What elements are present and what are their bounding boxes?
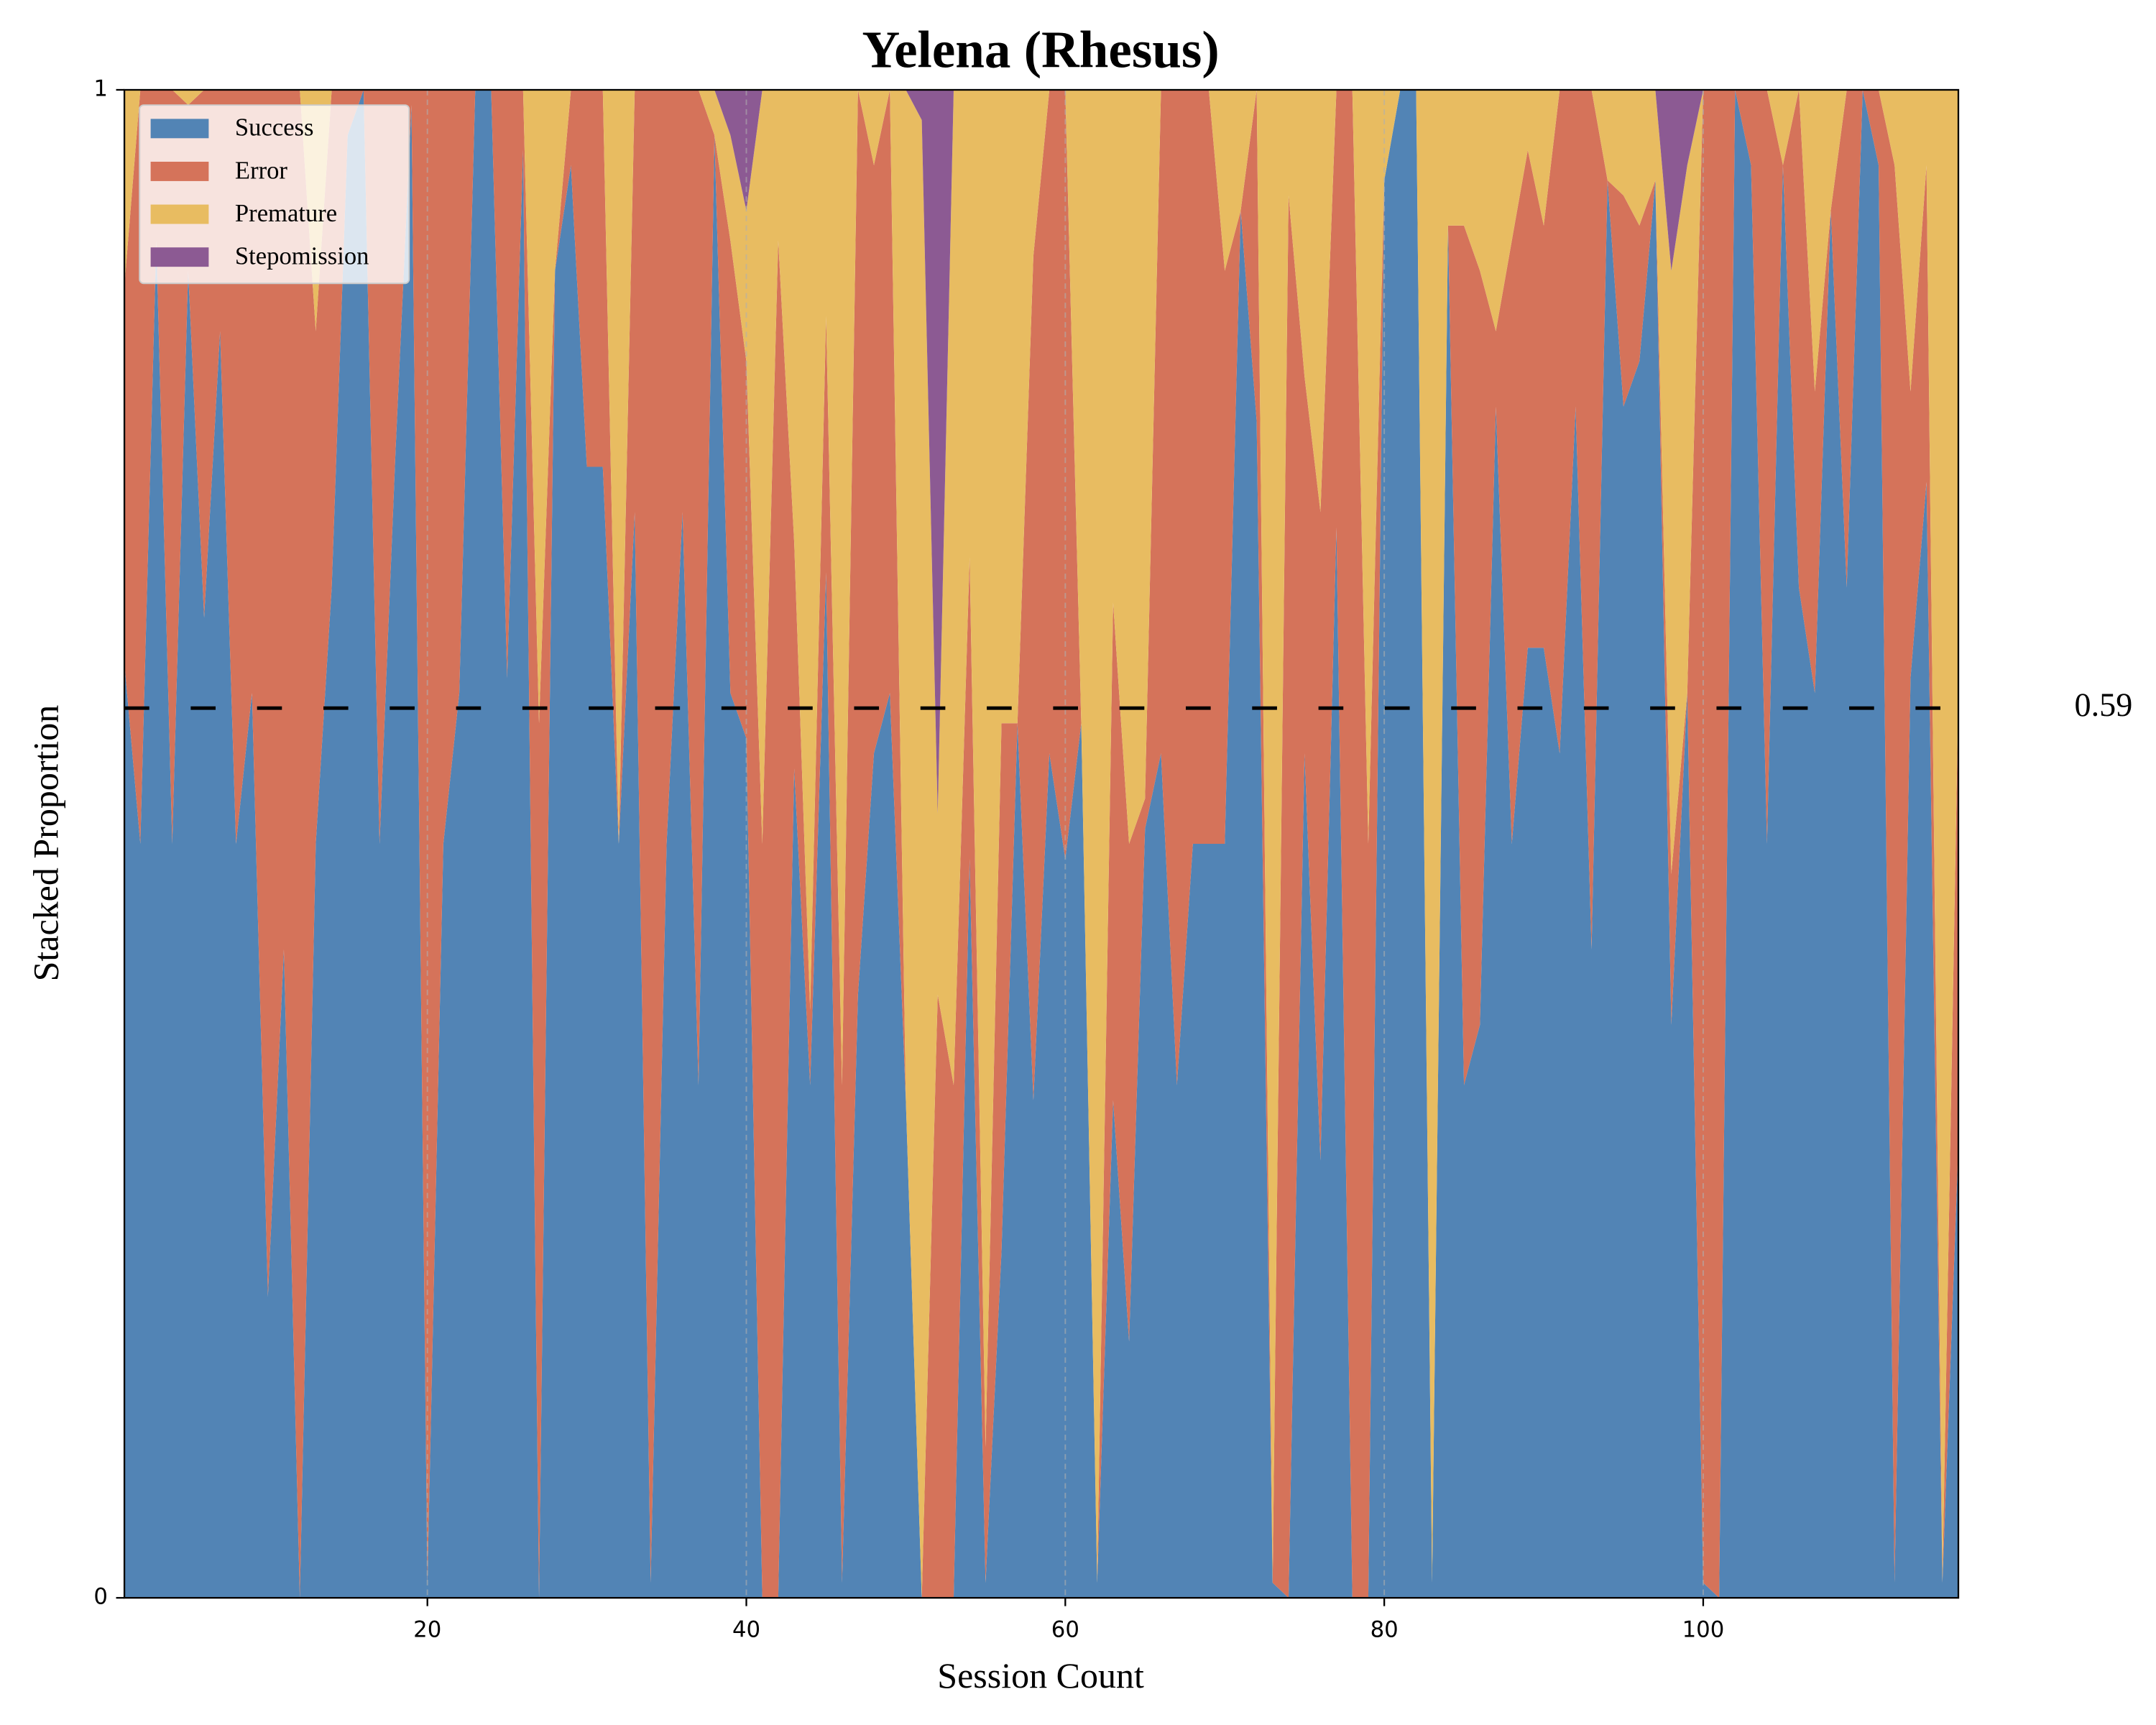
x-axis-label: Session Count bbox=[937, 1655, 1144, 1696]
legend-swatch bbox=[150, 119, 209, 139]
x-tick-label: 100 bbox=[1682, 1617, 1725, 1643]
x-tick-label: 20 bbox=[413, 1617, 441, 1643]
legend-swatch bbox=[150, 162, 209, 181]
legend-label: Premature bbox=[235, 200, 337, 227]
legend-swatch bbox=[150, 247, 209, 267]
legend-box bbox=[139, 104, 410, 285]
area-success bbox=[124, 90, 1959, 1598]
y-axis-label: Stacked Proportion bbox=[26, 705, 66, 982]
plot-overlay: 20 40 60 80 100 0 1 0.59 Success Error Premature St… bbox=[93, 76, 2132, 1643]
x-tick-label: 60 bbox=[1051, 1617, 1079, 1643]
legend-label: Success bbox=[235, 114, 314, 142]
y-tick-label: 1 bbox=[93, 76, 108, 102]
reference-label: 0.59 bbox=[2075, 686, 2133, 723]
legend-label: Stepomission bbox=[235, 243, 369, 270]
x-tick-label: 80 bbox=[1370, 1617, 1399, 1643]
y-tick-label: 0 bbox=[93, 1584, 108, 1610]
area-error bbox=[124, 90, 1959, 1598]
legend-swatch bbox=[150, 204, 209, 224]
x-tick-label: 40 bbox=[732, 1617, 760, 1643]
chart-title: Yelena (Rhesus) bbox=[862, 21, 1219, 79]
legend-label: Error bbox=[235, 157, 287, 184]
plot-frame bbox=[123, 88, 1960, 1599]
plot-areas bbox=[124, 90, 1959, 1598]
